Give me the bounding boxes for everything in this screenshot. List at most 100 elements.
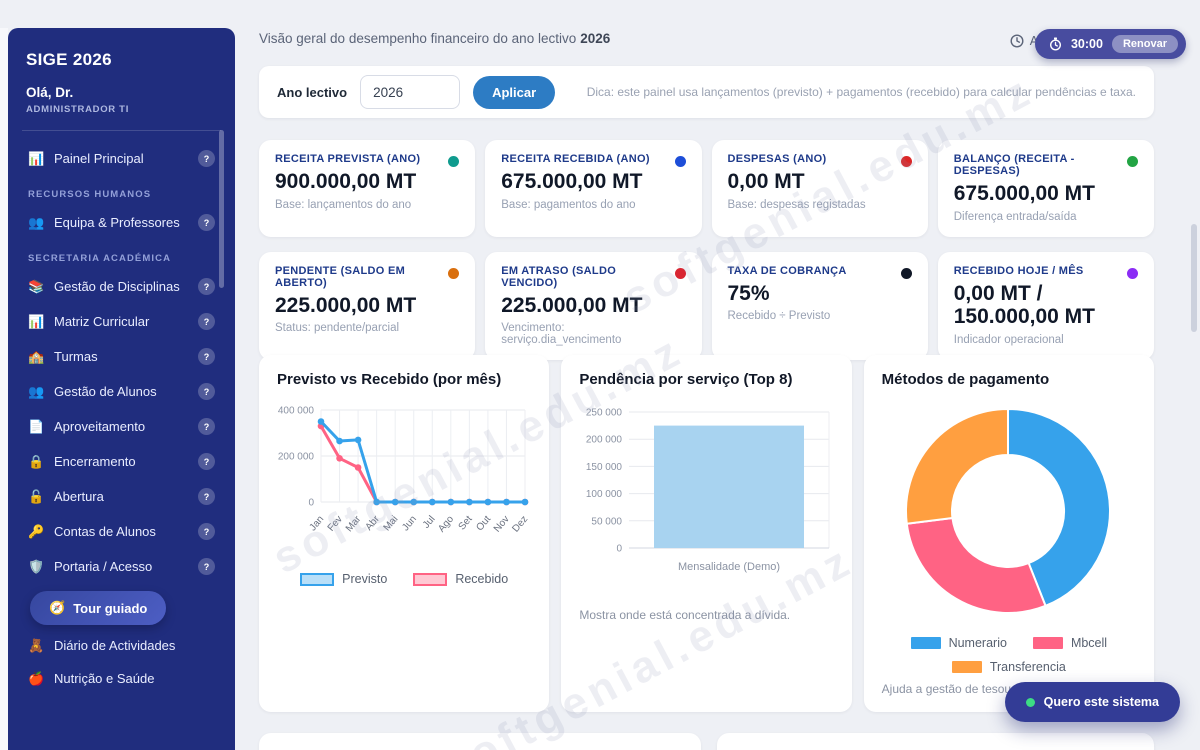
dashboard-icon: 📊 xyxy=(28,151,45,166)
svg-text:250 000: 250 000 xyxy=(586,408,623,419)
sidebar-item-label: Portaria / Acesso xyxy=(54,559,153,574)
help-badge[interactable]: ? xyxy=(198,558,215,575)
svg-text:Fev: Fev xyxy=(326,514,345,534)
kpi-card-receita-recebida: RECEITA RECEBIDA (ANO) 675.000,00 MT Bas… xyxy=(485,140,702,237)
apple-icon: 🍎 xyxy=(28,671,45,686)
help-badge[interactable]: ? xyxy=(198,383,215,400)
sidebar-item-label: Contas de Alunos xyxy=(54,524,156,539)
legend-label: Transferencia xyxy=(989,660,1066,674)
unlock-icon: 🔓 xyxy=(28,489,45,504)
year-input[interactable] xyxy=(360,75,461,109)
sidebar-item-equipa-professores[interactable]: 👥 Equipa & Professores ? xyxy=(26,205,217,240)
kpi-label: BALANÇO (RECEITA - DESPESAS) xyxy=(953,153,1075,177)
legend-item-transferencia[interactable]: Transferencia xyxy=(951,660,1066,674)
sidebar-item-matriz-curricular[interactable]: 📊 Matriz Curricular ? xyxy=(26,304,217,339)
help-badge[interactable]: ? xyxy=(198,523,215,540)
kpi-label: RECEBIDO HOJE / MÊS xyxy=(953,264,1084,277)
online-status-dot xyxy=(1025,697,1035,707)
bar-chart-icon: 📊 xyxy=(28,314,45,329)
help-badge[interactable]: ? xyxy=(198,214,215,231)
page-subtitle-year: 2026 xyxy=(580,31,611,46)
books-icon: 📚 xyxy=(28,279,45,294)
kpi-value: 900.000,00 MT xyxy=(275,170,417,193)
kpi-status-dot xyxy=(900,267,912,279)
svg-text:400 000: 400 000 xyxy=(278,406,315,417)
kpi-card-receita-prevista: RECEITA PREVISTA (ANO) 900.000,00 MT Bas… xyxy=(259,140,476,237)
main-content: Visão geral do desempenho financeiro do … xyxy=(235,0,1200,750)
lock-icon: 🔒 xyxy=(28,454,45,469)
sidebar-item-gestao-disciplinas[interactable]: 📚 Gestão de Disciplinas ? xyxy=(26,269,217,304)
kpi-caption: Base: despesas registadas xyxy=(727,198,866,211)
sidebar-item-encerramento[interactable]: 🔒 Encerramento ? xyxy=(26,444,217,479)
help-badge[interactable]: ? xyxy=(198,150,215,167)
sidebar-item-label: Matriz Curricular xyxy=(54,314,150,329)
kpi-card-taxa-cobranca: TAXA DE COBRANÇA 75% Recebido ÷ Previsto xyxy=(711,251,928,361)
filter-bar: Ano lectivo Aplicar Dica: este painel us… xyxy=(259,66,1154,118)
kpi-caption: Base: lançamentos do ano xyxy=(275,198,412,211)
sidebar-item-painel-principal[interactable]: 📊 Painel Principal ? xyxy=(26,141,217,176)
help-badge[interactable]: ? xyxy=(198,313,215,330)
quero-este-sistema-button[interactable]: Quero este sistema xyxy=(1004,682,1180,722)
sidebar-item-contas-alunos[interactable]: 🔑 Contas de Alunos ? xyxy=(26,514,217,549)
sidebar-item-turmas[interactable]: 🏫 Turmas ? xyxy=(26,339,217,374)
svg-text:Nov: Nov xyxy=(492,514,512,535)
sidebar-item-abertura[interactable]: 🔓 Abertura ? xyxy=(26,479,217,514)
legend-item-mbcell[interactable]: Mbcell xyxy=(1032,636,1107,650)
sidebar-item-gestao-alunos[interactable]: 👥 Gestão de Alunos ? xyxy=(26,374,217,409)
legend-label: Recebido xyxy=(455,572,509,586)
kpi-value: 0,00 MT xyxy=(727,170,805,193)
charts-row: Previsto vs Recebido (por mês) 0 200 000 4… xyxy=(259,355,1154,712)
kpi-status-dot xyxy=(448,156,460,167)
legend-item-recebido[interactable]: Recebido xyxy=(413,572,508,586)
tour-guiado-button[interactable]: 🧭 Tour guiado xyxy=(30,591,167,625)
svg-text:Out: Out xyxy=(475,514,494,534)
apply-button[interactable]: Aplicar xyxy=(473,75,556,109)
main-scrollbar[interactable] xyxy=(1191,224,1197,332)
chart-title: Métodos de pagamento xyxy=(881,371,1050,388)
mbcell-swatch xyxy=(1032,637,1063,649)
legend-label: Previsto xyxy=(342,572,388,586)
kpi-status-dot xyxy=(900,156,912,167)
session-timer-pill: 30:00 Renovar xyxy=(1034,29,1186,59)
timer-countdown: 30:00 xyxy=(1070,37,1103,51)
transferencia-swatch xyxy=(951,661,982,673)
sidebar-divider xyxy=(22,130,221,131)
help-badge[interactable]: ? xyxy=(198,348,215,365)
renew-button[interactable]: Renovar xyxy=(1111,35,1178,53)
previsto-swatch xyxy=(300,572,335,586)
help-badge[interactable]: ? xyxy=(198,278,215,295)
sidebar-item-label: Encerramento xyxy=(54,454,136,469)
svg-text:0: 0 xyxy=(617,544,623,555)
bar-chart-caption: Mostra onde está concentrada a dívida. xyxy=(579,608,791,622)
sidebar-item-portaria-acesso[interactable]: 🛡️ Portaria / Acesso ? xyxy=(26,549,217,584)
svg-text:Mar: Mar xyxy=(344,513,364,534)
sidebar-item-diario-actividades[interactable]: 🧸 Diário de Actividades xyxy=(26,629,217,662)
teddy-bear-icon: 🧸 xyxy=(28,638,45,653)
numerario-swatch xyxy=(910,637,941,649)
legend-item-numerario[interactable]: Numerario xyxy=(910,636,1007,650)
kpi-caption: Base: pagamentos do ano xyxy=(501,198,636,211)
help-badge[interactable]: ? xyxy=(198,453,215,470)
kpi-label: DESPESAS (ANO) xyxy=(727,153,827,165)
kpi-card-em-atraso: EM ATRASO (SALDO VENCIDO) 225.000,00 MT … xyxy=(485,251,702,361)
kpi-caption: Indicador operacional xyxy=(953,333,1064,346)
line-chart-legend: Previsto Recebido xyxy=(277,572,531,586)
svg-text:200 000: 200 000 xyxy=(586,435,623,446)
help-badge[interactable]: ? xyxy=(198,488,215,505)
svg-text:Jun: Jun xyxy=(400,514,419,533)
sidebar-item-aproveitamento[interactable]: 📄 Aproveitamento ? xyxy=(26,409,217,444)
kpi-grid: RECEITA PREVISTA (ANO) 900.000,00 MT Bas… xyxy=(259,140,1154,361)
kpi-value: 225.000,00 MT xyxy=(501,293,643,317)
user-greeting: Olá, Dr. xyxy=(26,85,74,100)
kpi-label: TAXA DE COBRANÇA xyxy=(727,264,847,277)
help-badge[interactable]: ? xyxy=(198,418,215,435)
donut-chart xyxy=(905,407,1112,614)
people-icon: 👥 xyxy=(28,215,45,230)
sidebar-scrollbar[interactable] xyxy=(219,130,224,288)
document-icon: 📄 xyxy=(28,419,45,434)
legend-item-previsto[interactable]: Previsto xyxy=(300,572,387,586)
cta-label: Quero este sistema xyxy=(1043,695,1159,709)
sidebar-item-nutricao-saude[interactable]: 🍎 Nutrição e Saúde xyxy=(26,662,217,695)
kpi-status-dot xyxy=(1127,156,1138,167)
